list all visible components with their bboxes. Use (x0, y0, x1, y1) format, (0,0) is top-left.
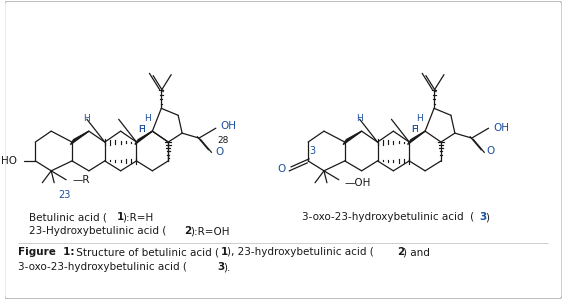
Text: 2: 2 (184, 226, 191, 236)
Polygon shape (135, 131, 152, 145)
Text: HO: HO (2, 156, 17, 166)
Text: H̅: H̅ (138, 125, 145, 134)
Text: —R: —R (72, 175, 89, 185)
Text: 3: 3 (217, 262, 224, 272)
Text: 1: 1 (221, 247, 228, 257)
Text: H̅: H̅ (411, 125, 418, 134)
Text: ), 23-hydroxybetulinic acid (: ), 23-hydroxybetulinic acid ( (226, 247, 374, 257)
Text: ):R=H: ):R=H (123, 212, 154, 222)
Text: O: O (487, 146, 495, 156)
Text: 1: 1 (117, 212, 124, 222)
Text: H: H (144, 114, 151, 123)
Polygon shape (70, 131, 89, 145)
Text: ):R=OH: ):R=OH (190, 226, 229, 236)
Text: ) and: ) and (404, 247, 430, 257)
Text: ).: ). (223, 262, 230, 272)
Text: Figure  1:: Figure 1: (19, 247, 75, 257)
Text: 28: 28 (218, 136, 229, 145)
Text: 3-oxo-23-hydroxybetulinic acid (: 3-oxo-23-hydroxybetulinic acid ( (19, 262, 187, 272)
Text: Structure of betulinic acid (: Structure of betulinic acid ( (73, 247, 219, 257)
Text: 2: 2 (397, 247, 405, 257)
Text: H: H (84, 114, 90, 123)
Text: OH: OH (493, 123, 510, 133)
Polygon shape (343, 131, 362, 145)
Text: H̅: H̅ (411, 125, 418, 134)
FancyBboxPatch shape (4, 1, 562, 299)
Polygon shape (407, 131, 425, 145)
Text: O: O (216, 147, 224, 157)
Text: H: H (356, 114, 363, 123)
Text: 3: 3 (480, 212, 487, 222)
Text: O: O (277, 164, 285, 174)
Text: ): ) (486, 212, 490, 222)
Text: OH: OH (221, 121, 237, 131)
Text: 3-oxo-23-hydroxybetulinic acid  (: 3-oxo-23-hydroxybetulinic acid ( (302, 212, 474, 222)
Text: 23: 23 (58, 190, 70, 200)
Text: Betulinic acid (: Betulinic acid ( (29, 212, 107, 222)
Text: H̅: H̅ (138, 125, 145, 134)
Text: H: H (416, 114, 423, 123)
Text: —OH: —OH (345, 178, 371, 188)
Text: 23-Hydroxybetulinic acid (: 23-Hydroxybetulinic acid ( (29, 226, 166, 236)
Text: 3: 3 (309, 146, 315, 156)
